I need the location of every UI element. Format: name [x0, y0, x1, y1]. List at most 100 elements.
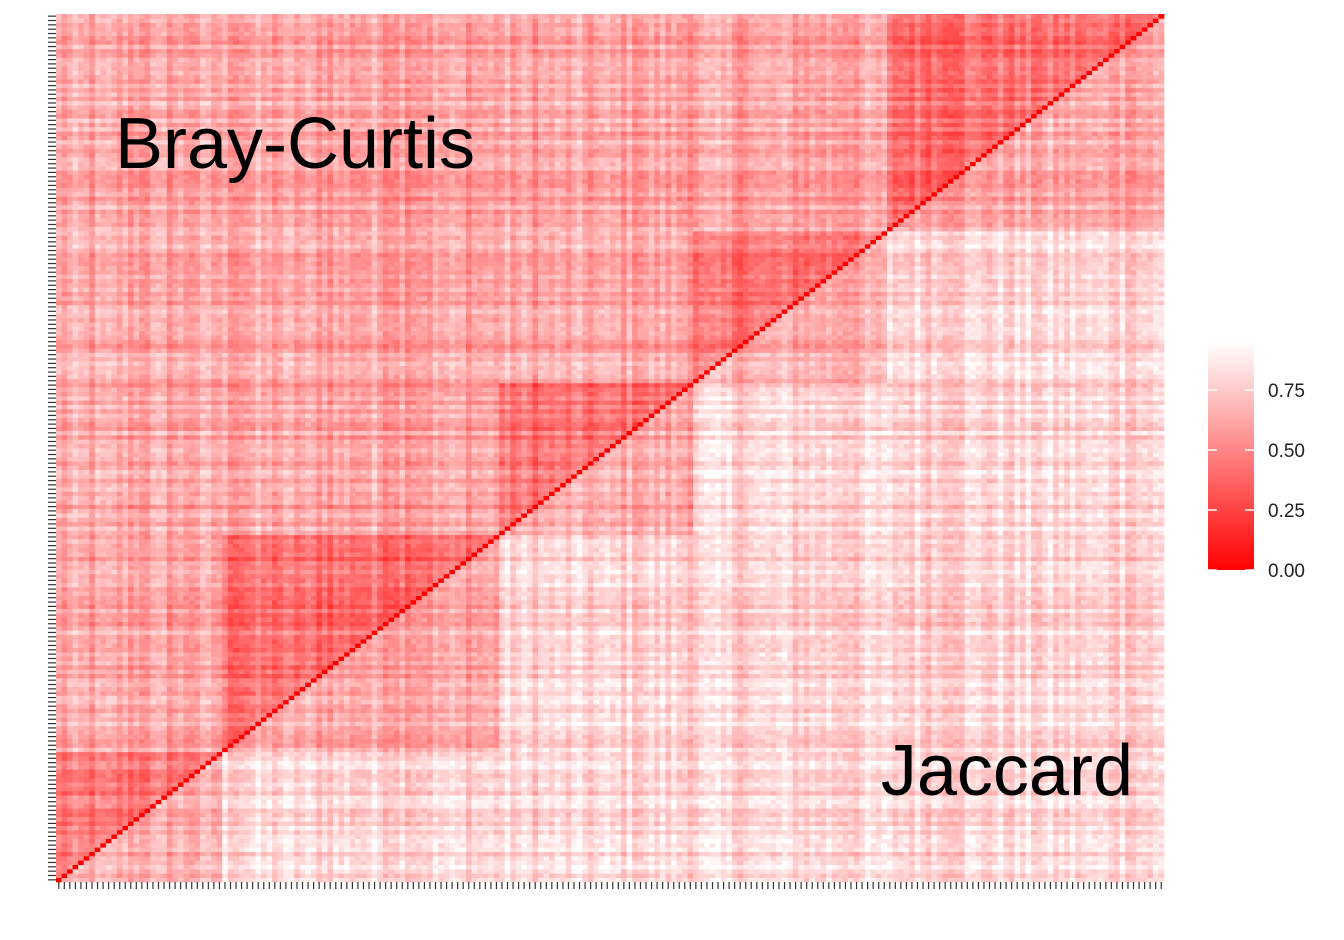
heatmap-cell: [355, 851, 362, 857]
heatmap-cell: [1075, 877, 1082, 883]
heatmap-cell: [515, 860, 522, 865]
heatmap-cell: [726, 808, 733, 813]
heatmap-cell: [78, 868, 85, 874]
heatmap-cell: [1014, 790, 1021, 796]
heatmap-cell: [222, 821, 229, 826]
heatmap-cell: [532, 838, 539, 844]
heatmap-cell: [310, 868, 317, 874]
heatmap-cell: [826, 873, 832, 879]
heatmap-cell: [814, 851, 821, 857]
heatmap-cell: [1014, 864, 1021, 870]
heatmap-cell: [355, 842, 362, 848]
heatmap-cell: [460, 808, 467, 813]
heatmap-cell: [482, 842, 489, 848]
heatmap-cell: [787, 808, 794, 813]
heatmap-cell: [659, 825, 666, 831]
heatmap-cell: [310, 829, 317, 835]
heatmap-cell: [410, 864, 417, 870]
heatmap-cell: [283, 790, 290, 796]
heatmap-cell: [355, 873, 362, 879]
heatmap-cell: [792, 851, 799, 857]
heatmap-cell: [272, 873, 278, 879]
heatmap-cell: [1108, 773, 1115, 779]
heatmap-cell: [1125, 825, 1132, 831]
heatmap-cell: [837, 795, 844, 800]
heatmap-cell: [1152, 864, 1159, 870]
heatmap-cell: [61, 842, 68, 848]
heatmap-cell: [416, 786, 422, 792]
heatmap-cell: [881, 812, 888, 818]
heatmap-cell: [1008, 834, 1015, 839]
heatmap-cell: [903, 773, 910, 779]
heatmap-cell: [100, 834, 107, 839]
heatmap-cell: [1014, 847, 1021, 852]
heatmap-cell: [881, 799, 888, 805]
heatmap-cell: [959, 803, 965, 809]
heatmap-cell: [798, 829, 805, 835]
heatmap-cell: [842, 860, 849, 865]
heatmap-cell: [477, 877, 483, 883]
heatmap-cell: [543, 829, 550, 835]
heatmap-cell: [416, 808, 422, 813]
heatmap-cell: [200, 842, 206, 848]
heatmap-cell: [1119, 873, 1126, 879]
heatmap-cell: [333, 790, 339, 796]
heatmap-cell: [493, 812, 500, 818]
heatmap-cell: [499, 873, 506, 879]
heatmap-cell: [388, 864, 395, 870]
heatmap-cell: [770, 777, 777, 783]
heatmap-cell: [648, 873, 655, 879]
heatmap-cell: [565, 873, 572, 879]
heatmap-cell: [682, 790, 688, 796]
heatmap-cell: [870, 821, 877, 826]
heatmap-cell: [432, 825, 439, 831]
heatmap-cell: [582, 773, 589, 779]
heatmap-cell: [726, 786, 733, 792]
heatmap-cell: [238, 821, 245, 826]
heatmap-cell: [211, 816, 218, 822]
heatmap-cell: [61, 825, 68, 831]
heatmap-cell: [288, 821, 295, 826]
heatmap-cell: [205, 821, 212, 826]
heatmap-cell: [632, 773, 639, 779]
heatmap-cell: [1003, 847, 1010, 852]
heatmap-cell: [781, 821, 788, 826]
heatmap-cell: [144, 816, 151, 822]
heatmap-cell: [870, 825, 877, 831]
heatmap-cell: [427, 777, 434, 783]
heatmap-cell: [626, 834, 633, 839]
heatmap-cell: [593, 782, 600, 787]
heatmap-cell: [1147, 799, 1154, 805]
heatmap-cell: [272, 790, 278, 796]
heatmap-cell: [776, 868, 783, 874]
heatmap-cell: [925, 799, 932, 805]
heatmap-cell: [1053, 829, 1060, 835]
heatmap-cell: [1097, 829, 1104, 835]
heatmap-cell: [1058, 782, 1065, 787]
heatmap-cell: [460, 877, 467, 883]
heatmap-cell: [676, 812, 683, 818]
heatmap-cell: [903, 821, 910, 826]
heatmap-cell: [654, 773, 661, 779]
heatmap-cell: [382, 790, 389, 796]
heatmap-cell: [177, 782, 184, 787]
heatmap-cell: [920, 808, 927, 813]
heatmap-cell: [200, 877, 206, 883]
heatmap-cell: [133, 868, 140, 874]
heatmap-cell: [1069, 860, 1076, 865]
heatmap-cell: [826, 808, 832, 813]
heatmap-cell: [116, 808, 123, 813]
heatmap-cell: [887, 799, 893, 805]
heatmap-cell: [410, 773, 417, 779]
heatmap-cell: [726, 816, 733, 822]
heatmap-cell: [1125, 842, 1132, 848]
heatmap-cell: [344, 855, 350, 861]
heatmap-cell: [460, 873, 467, 879]
heatmap-cell: [770, 808, 777, 813]
heatmap-cell: [416, 842, 422, 848]
heatmap-cell: [936, 868, 943, 874]
heatmap-cell: [914, 786, 921, 792]
heatmap-cell: [477, 799, 483, 805]
heatmap-cell: [848, 829, 855, 835]
heatmap-cell: [216, 803, 223, 809]
